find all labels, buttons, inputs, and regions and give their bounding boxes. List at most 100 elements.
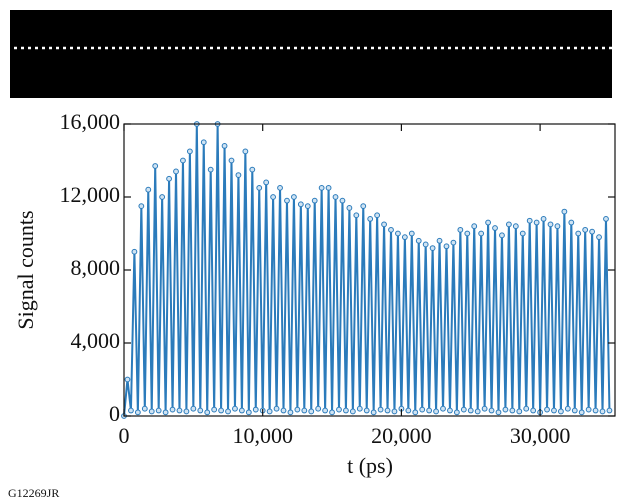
data-point [448, 408, 453, 413]
data-point [236, 173, 241, 178]
data-point [451, 240, 456, 245]
data-point [305, 204, 310, 209]
data-point [513, 224, 518, 229]
data-point [222, 144, 227, 149]
data-point [198, 408, 203, 413]
data-point [586, 407, 591, 412]
figure-id: G12269JR [8, 486, 59, 500]
x-tick-label: 20,000 [371, 423, 432, 448]
data-point [323, 408, 328, 413]
data-point [472, 224, 477, 229]
data-point [441, 406, 446, 411]
data-point [139, 204, 144, 209]
data-point [288, 410, 293, 415]
y-tick-label: 8,000 [71, 255, 121, 280]
data-point [423, 242, 428, 247]
x-tick-label: 10,000 [232, 423, 293, 448]
data-point [461, 407, 466, 412]
figure: Signal counts t (ps) G12269JR 010,00020,… [0, 0, 621, 504]
data-point [350, 409, 355, 414]
data-point [382, 222, 387, 227]
data-point [430, 246, 435, 251]
data-point [378, 407, 383, 412]
data-point [385, 408, 390, 413]
data-point [309, 409, 314, 414]
data-point [316, 406, 321, 411]
data-point [496, 410, 501, 415]
data-point [285, 198, 290, 203]
data-point [458, 227, 463, 232]
data-point [482, 406, 487, 411]
data-point [174, 169, 179, 174]
data-point [170, 407, 175, 412]
data-point [479, 231, 484, 236]
data-point [371, 410, 376, 415]
data-point [468, 408, 473, 413]
data-point [298, 202, 303, 207]
data-point [506, 222, 511, 227]
data-point [416, 238, 421, 243]
data-point [142, 406, 147, 411]
x-tick-label: 0 [119, 423, 130, 448]
data-point [527, 218, 532, 223]
data-point [503, 407, 508, 412]
data-point [396, 231, 401, 236]
data-point [579, 410, 584, 415]
x-tick-label: 30,000 [510, 423, 571, 448]
data-point [565, 406, 570, 411]
data-point [267, 409, 272, 414]
data-point [576, 231, 581, 236]
data-point [368, 217, 373, 222]
data-point [233, 406, 238, 411]
data-point [434, 409, 439, 414]
data-point [510, 408, 515, 413]
data-point [569, 220, 574, 225]
data-point [208, 167, 213, 172]
data-point [389, 227, 394, 232]
data-point [330, 410, 335, 415]
data-point [475, 409, 480, 414]
data-point [420, 407, 425, 412]
data-point [555, 224, 560, 229]
data-point [347, 206, 352, 211]
data-point [226, 409, 231, 414]
y-tick-label: 12,000 [60, 182, 121, 207]
data-point [604, 217, 609, 222]
data-point [493, 226, 498, 231]
data-point [402, 235, 407, 240]
data-point [292, 195, 297, 200]
data-point [337, 407, 342, 412]
data-point [160, 195, 165, 200]
data-point [149, 409, 154, 414]
data-point [274, 406, 279, 411]
data-point [597, 235, 602, 240]
data-point [153, 164, 158, 169]
data-point [520, 231, 525, 236]
data-point [205, 410, 210, 415]
data-point [364, 408, 369, 413]
data-point [129, 408, 134, 413]
data-point [524, 406, 529, 411]
data-point [593, 408, 598, 413]
data-point [212, 407, 217, 412]
data-point [437, 238, 442, 243]
data-point [375, 213, 380, 218]
data-point [357, 406, 362, 411]
data-line [124, 124, 609, 416]
data-point [246, 410, 251, 415]
data-point [559, 409, 564, 414]
data-point [409, 231, 414, 236]
data-point [302, 408, 307, 413]
data-point [239, 408, 244, 413]
data-point [271, 195, 276, 200]
y-tick-label: 16,000 [60, 109, 121, 134]
data-point [167, 176, 172, 181]
data-point [552, 408, 557, 413]
data-point [257, 185, 262, 190]
data-point [444, 244, 449, 249]
data-point [319, 185, 324, 190]
data-point [548, 222, 553, 227]
data-point [146, 187, 151, 192]
data-point [177, 408, 182, 413]
data-point [541, 217, 546, 222]
